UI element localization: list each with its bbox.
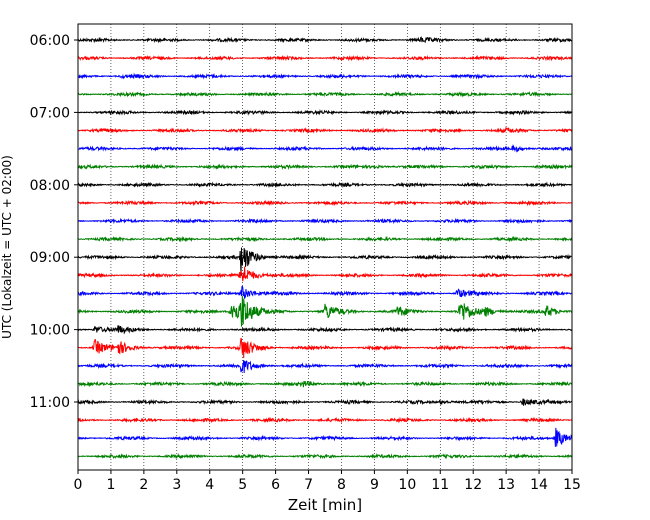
trace-line (77, 416, 573, 424)
trace-line (77, 199, 573, 207)
trace-line (77, 235, 573, 243)
trace-line (77, 126, 573, 134)
trace-line (77, 360, 573, 373)
x-tick-label: 12 (464, 477, 482, 493)
y-tick-label: 06:00 (30, 33, 70, 49)
x-tick-label: 9 (370, 477, 379, 493)
y-axis-ticks: 06:00 07:00 08:00 09:00 10:00 11:00 (30, 33, 78, 411)
x-tick-label: 2 (139, 477, 148, 493)
trace-line (77, 109, 573, 116)
grid-lines (110, 24, 540, 470)
trace-line (77, 398, 573, 406)
y-tick-label: 11:00 (30, 395, 70, 411)
trace-line (77, 91, 573, 98)
trace-line (77, 181, 573, 189)
trace-line (77, 337, 573, 359)
x-tick-label: 8 (337, 477, 346, 493)
trace-line (77, 266, 573, 282)
x-tick-label: 11 (431, 477, 449, 493)
x-tick-label: 7 (304, 477, 313, 493)
trace-line (77, 325, 573, 335)
trace-line (77, 285, 573, 299)
x-tick-label: 15 (563, 477, 581, 493)
trace-line (77, 54, 573, 62)
y-tick-label: 07:00 (30, 105, 70, 121)
trace-line (77, 247, 573, 276)
x-tick-label: 10 (398, 477, 416, 493)
x-tick-label: 1 (106, 477, 115, 493)
trace-line (77, 163, 573, 171)
y-tick-label: 09:00 (30, 250, 70, 266)
trace-line (77, 144, 573, 153)
y-axis-label: UTC (Lokalzeit = UTC + 02:00) (0, 155, 14, 339)
x-axis-ticks: 0 1 2 3 4 5 6 7 8 9 10 11 12 13 14 15 (74, 470, 581, 493)
trace-line (77, 380, 573, 388)
x-tick-label: 5 (238, 477, 247, 493)
x-tick-label: 0 (74, 477, 83, 493)
trace-line (77, 452, 573, 460)
trace-line (77, 72, 572, 80)
y-tick-label: 08:00 (30, 178, 70, 194)
trace-line (77, 217, 573, 225)
y-tick-label: 10:00 (30, 323, 70, 339)
x-tick-label: 6 (271, 477, 280, 493)
traces (77, 36, 573, 460)
trace-line (77, 295, 573, 327)
trace-line (77, 36, 573, 44)
trace-line (77, 427, 573, 447)
x-tick-label: 14 (530, 477, 548, 493)
x-tick-label: 13 (497, 477, 515, 493)
x-tick-label: 4 (205, 477, 214, 493)
plot-frame (77, 23, 573, 471)
x-tick-label: 3 (172, 477, 181, 493)
x-axis-label: Zeit [min] (288, 496, 362, 514)
